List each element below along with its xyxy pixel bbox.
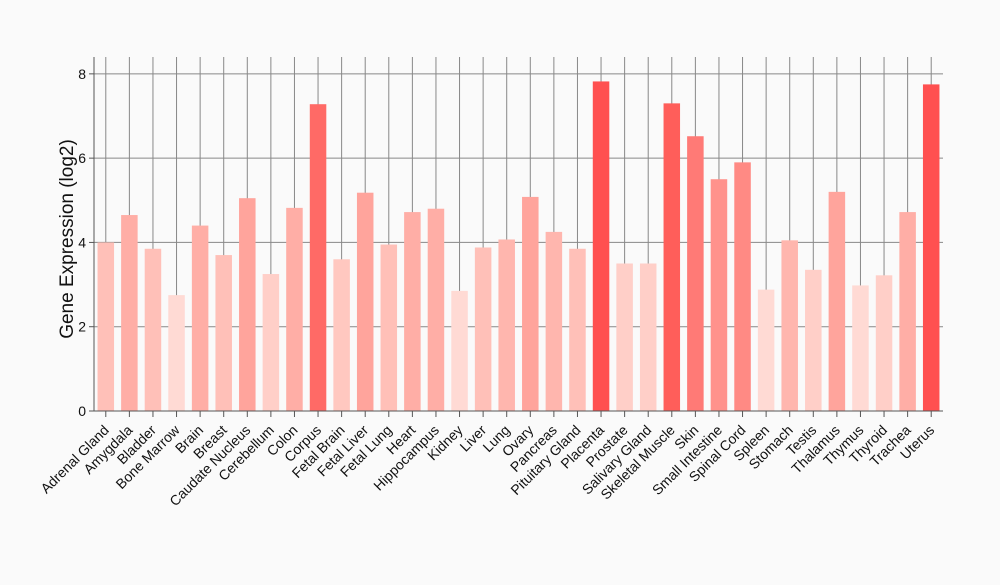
bar-hippocampus: [427, 208, 445, 411]
bar-bone-marrow: [168, 295, 185, 411]
bar-lung: [498, 239, 515, 411]
y-tick-label: 6: [78, 150, 86, 166]
bar-placenta: [592, 81, 610, 411]
bar-thyroid: [875, 275, 893, 411]
bar-skin: [687, 136, 704, 412]
bar-caudate-nucleus: [239, 198, 256, 411]
bar-bladder: [144, 248, 162, 411]
bar-breast: [215, 255, 232, 411]
bar-stomach: [781, 240, 798, 411]
bar-thalamus: [828, 191, 846, 411]
bar-brain: [191, 225, 209, 411]
bar-heart: [404, 212, 421, 411]
bar-thymus: [852, 285, 869, 411]
bar-pancreas: [545, 231, 563, 411]
bar-fetal-brain: [333, 259, 350, 411]
bar-adrenal-gland: [97, 242, 115, 411]
bar-ovary: [522, 196, 539, 411]
bar-testis: [805, 269, 822, 411]
bar-fetal-liver: [356, 192, 374, 411]
bar-uterus: [922, 84, 940, 411]
y-axis-title: Gene Expression (log2): [57, 139, 78, 339]
bar-prostate: [616, 263, 633, 411]
bar-spleen: [757, 289, 775, 411]
bar-colon: [286, 207, 303, 411]
bar-corpus: [309, 104, 327, 411]
bar-liver: [474, 247, 492, 411]
y-tick-label: 2: [78, 319, 86, 335]
bar-fetal-lung: [380, 244, 398, 411]
y-tick-label: 8: [78, 66, 86, 82]
y-tick-label: 4: [78, 234, 86, 250]
bar-pituitary-gland: [569, 248, 586, 411]
bar-kidney: [451, 290, 468, 411]
bar-salivary-gland: [639, 263, 657, 411]
y-tick-label: 0: [78, 403, 86, 419]
bar-cerebellum: [262, 274, 280, 411]
bar-trachea: [899, 212, 916, 411]
bar-skeletal-muscle: [663, 103, 681, 412]
bar-spinal-cord: [734, 162, 751, 411]
bar-small-intestine: [710, 179, 728, 411]
bar-layer: [97, 81, 940, 412]
bar-amygdala: [121, 215, 138, 411]
